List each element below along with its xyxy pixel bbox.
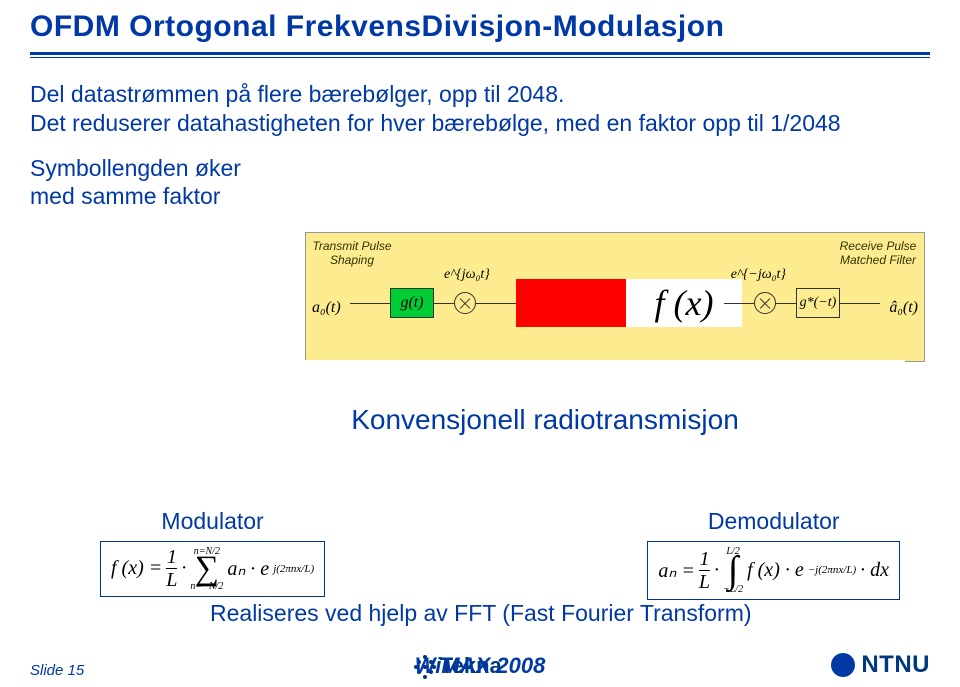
wire-4 xyxy=(724,303,754,304)
wire-6 xyxy=(840,303,880,304)
symbol-line1: Symbollengden øker xyxy=(30,155,241,181)
overlay-box: Konvensjonell radiotransmisjon xyxy=(185,360,905,480)
footer: Slide 15 Tekna WiMAX 2008 NTNU xyxy=(0,639,960,679)
wire-2 xyxy=(434,303,454,304)
demod-lhs: aₙ = xyxy=(658,558,694,583)
block-diagram: Transmit Pulse Shaping Receive Pulse Mat… xyxy=(305,232,925,362)
footer-center: WiMAX 2008 xyxy=(415,653,546,679)
multiplier-1 xyxy=(454,292,476,314)
para1-line: Del datastrømmen på flere bærebølger, op… xyxy=(30,81,564,107)
multiplier-2 xyxy=(754,292,776,314)
receive-pulse-label: Receive Pulse Matched Filter xyxy=(838,239,918,267)
wire-3 xyxy=(476,303,516,304)
mod-exp: j(2πnx/L) xyxy=(273,563,314,575)
mod-demod-row: Modulator f (x) = 1 L · n=N/2 ∑ n=−N/2 a… xyxy=(100,508,900,600)
ntnu-mark-icon xyxy=(831,653,855,677)
symbol-text: Symbollengden øker med samme faktor xyxy=(0,138,310,212)
slide-title: OFDM Ortogonal FrekvensDivisjon-Modulasj… xyxy=(30,10,930,44)
signal-a0t: a₀(t) xyxy=(312,299,341,317)
gstar-block: g*(−t) xyxy=(796,288,840,318)
ntnu-text: NTNU xyxy=(861,651,930,679)
fft-text: Realiseres ved hjelp av FFT (Fast Fourie… xyxy=(210,600,752,627)
mod-term: aₙ · e xyxy=(227,556,269,581)
symbol-line2: med samme faktor xyxy=(30,183,220,209)
sum-op: n=N/2 ∑ n=−N/2 xyxy=(190,546,223,592)
transmit-pulse-label: Transmit Pulse Shaping xyxy=(312,239,392,267)
red-block xyxy=(516,279,626,327)
wire-1 xyxy=(350,303,390,304)
exp-minus: e^{−jω₀t} xyxy=(731,267,786,283)
ntnu-logo: NTNU xyxy=(831,651,930,679)
slide-title-wrap: OFDM Ortogonal FrekvensDivisjon-Modulasj… xyxy=(0,0,960,48)
mod-lhs: f (x) = xyxy=(111,557,162,580)
int-op: L/2 ∫ −L/2 xyxy=(723,546,743,595)
fx-symbol: f (x) xyxy=(655,282,714,324)
demodulator-col: Demodulator aₙ = 1 L · L/2 ∫ −L/2 f (x) … xyxy=(647,508,900,600)
wire-5 xyxy=(776,303,796,304)
slide-number: Slide 15 xyxy=(30,662,84,679)
signal-ahat: â₀(t) xyxy=(889,299,918,317)
demod-exp: −j(2πnx/L) xyxy=(808,564,856,576)
mod-frac: 1 L xyxy=(166,547,177,590)
overlay-text: Konvensjonell radiotransmisjon xyxy=(351,404,739,436)
modulator-label: Modulator xyxy=(161,508,263,535)
exp-plus: e^{jω₀t} xyxy=(444,267,490,283)
title-rule-thick xyxy=(30,52,930,55)
demodulator-label: Demodulator xyxy=(708,508,840,535)
demodulator-formula: aₙ = 1 L · L/2 ∫ −L/2 f (x) · e−j(2πnx/L… xyxy=(647,541,900,600)
para2-line: Det reduserer datahastigheten for hver b… xyxy=(30,110,841,136)
demod-term1: f (x) · e xyxy=(747,559,804,582)
modulator-col: Modulator f (x) = 1 L · n=N/2 ∑ n=−N/2 a… xyxy=(100,508,325,600)
paragraph-1: Del datastrømmen på flere bærebølger, op… xyxy=(0,58,960,138)
modulator-formula: f (x) = 1 L · n=N/2 ∑ n=−N/2 aₙ · ej(2πn… xyxy=(100,541,325,597)
gt-block: g(t) xyxy=(390,288,434,318)
demod-frac: 1 L xyxy=(699,549,710,592)
demod-term2: · dx xyxy=(860,559,889,582)
